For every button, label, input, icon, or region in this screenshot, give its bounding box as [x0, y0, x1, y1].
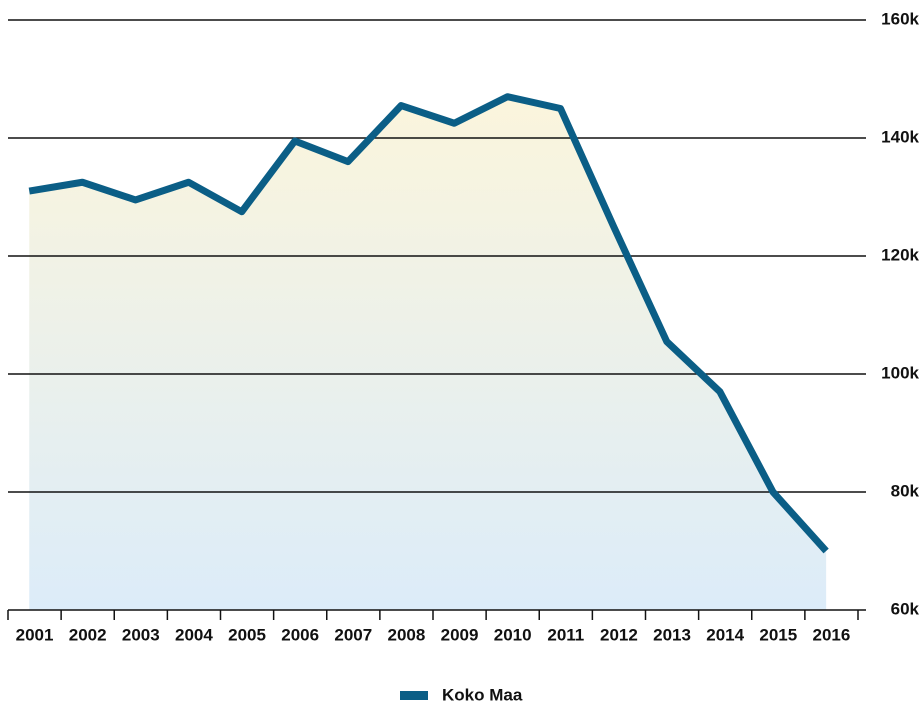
- y-tick-label: 80k: [891, 481, 920, 500]
- x-tick-label: 2005: [228, 625, 266, 644]
- x-tick-label: 2011: [547, 625, 584, 644]
- x-tick-label: 2015: [759, 625, 797, 644]
- line: [28, 93, 829, 554]
- x-tick-label: 2012: [600, 625, 638, 644]
- legend-swatch: [400, 691, 428, 700]
- y-tick-label: 60k: [891, 599, 920, 618]
- y-tick-label: 140k: [881, 127, 919, 146]
- x-tick-label: 2001: [16, 625, 54, 644]
- x-tick-label: 2010: [494, 625, 532, 644]
- area: [29, 96, 827, 610]
- x-tick-label: 2008: [388, 625, 426, 644]
- x-tick-label: 2009: [441, 625, 479, 644]
- x-tick-label: 2016: [813, 625, 851, 644]
- x-tick-label: 2002: [69, 625, 107, 644]
- x-tick-label: 2004: [175, 625, 213, 644]
- x-tick-label: 2006: [281, 625, 319, 644]
- x-tick-label: 2003: [122, 625, 160, 644]
- y-tick-label: 160k: [881, 9, 919, 28]
- x-tick-label: 2013: [653, 625, 691, 644]
- x-tick-label: 2014: [706, 625, 744, 644]
- x-tick-label: 2007: [334, 625, 372, 644]
- legend-label: Koko Maa: [442, 685, 523, 702]
- y-tick-label: 100k: [881, 363, 919, 382]
- y-tick-label: 120k: [881, 245, 919, 264]
